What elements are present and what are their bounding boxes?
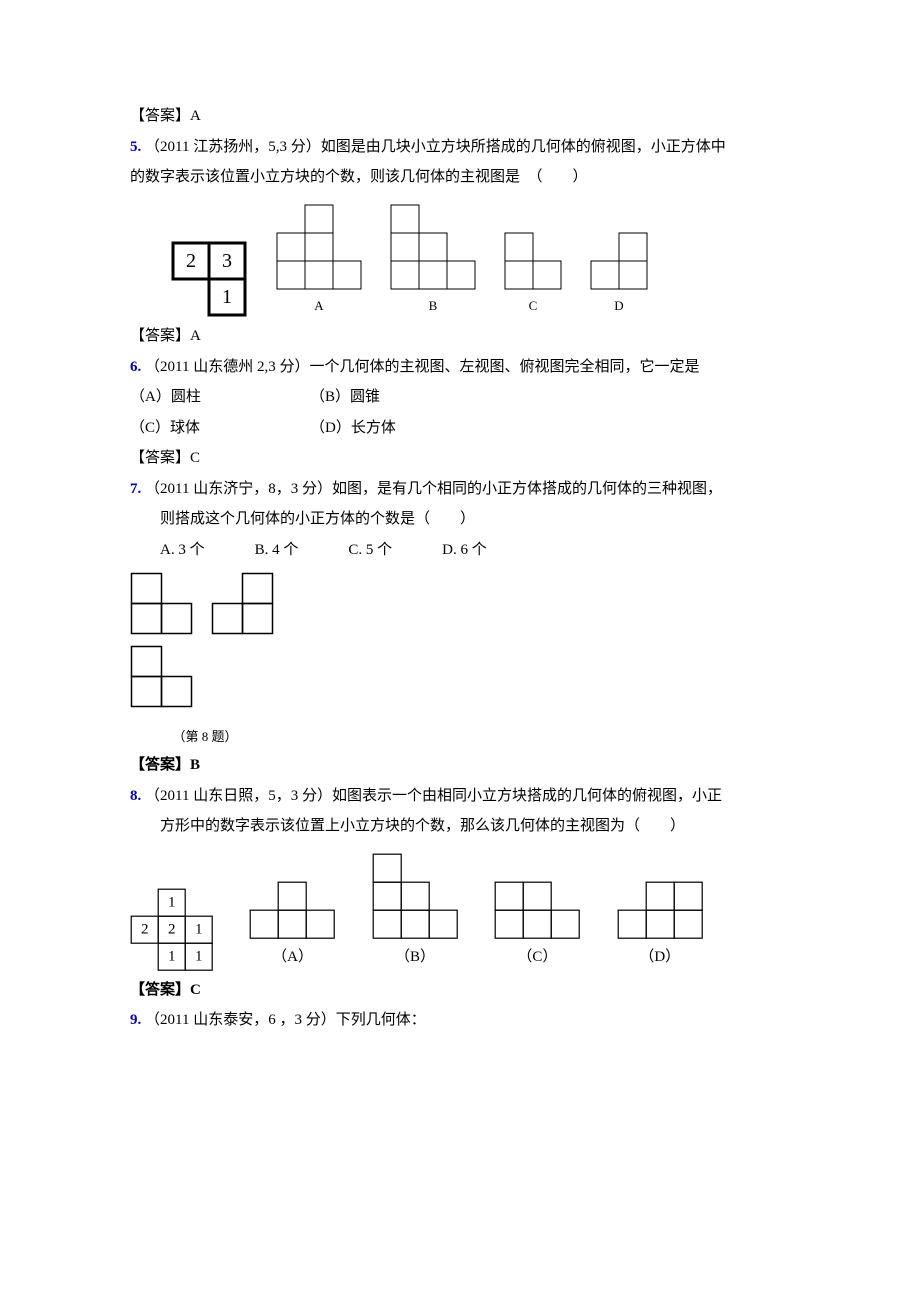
q5-text1: （2011 江苏扬州，5,3 分）如图是由几块小立方块所搭成的几何体的俯视图，小… bbox=[145, 139, 726, 155]
q8-topview: 1 2 2 1 1 1 bbox=[130, 888, 213, 971]
q5-opt-d-svg bbox=[590, 232, 648, 290]
q8-label-d: （D） bbox=[639, 943, 680, 972]
q7-view1 bbox=[130, 572, 193, 635]
answer-value: C bbox=[190, 450, 200, 466]
q5-label-a: A bbox=[314, 294, 323, 319]
q7-line2: 则搭成这个几何体的小正方体的个数是（ ） bbox=[130, 505, 790, 534]
q6-opt-c: （C）球体 bbox=[130, 414, 270, 443]
q5-answer: 【答案】A bbox=[130, 322, 790, 351]
svg-text:1: 1 bbox=[168, 949, 176, 965]
q7-line1: 7. （2011 山东济宁，8，3 分）如图，是有几个相同的小正方体搭成的几何体… bbox=[130, 475, 790, 504]
svg-text:1: 1 bbox=[195, 949, 203, 965]
q7-opt-a: A. 3 个 bbox=[160, 536, 205, 565]
q6-number: 6. bbox=[130, 359, 141, 375]
q6-opt-b: （B）圆锥 bbox=[310, 383, 450, 412]
q8-line1: 8. （2011 山东日照，5，3 分）如图表示一个由相同小立方块搭成的几何体的… bbox=[130, 782, 790, 811]
q7-figure: （第 8 题） bbox=[130, 572, 790, 749]
q5-number: 5. bbox=[130, 139, 141, 155]
q8-label-a: （A） bbox=[272, 943, 313, 972]
svg-text:1: 1 bbox=[195, 922, 203, 938]
q8-opt-c-svg bbox=[494, 881, 580, 939]
q9-line: 9. （2011 山东泰安，6 ，3 分）下列几何体： bbox=[130, 1006, 790, 1035]
q8-opt-d-svg bbox=[617, 881, 703, 939]
answer-value: A bbox=[190, 108, 201, 124]
q6-line: 6. （2011 山东德州 2,3 分）一个几何体的主视图、左视图、俯视图完全相… bbox=[130, 353, 790, 382]
q8-text2: 方形中的数字表示该位置上小立方块的个数，那么该几何体的主视图为（ ） bbox=[160, 818, 685, 834]
svg-text:1: 1 bbox=[222, 286, 232, 308]
q5-figure: 2 3 1 A B C D bbox=[170, 204, 790, 319]
q7-text1: （2011 山东济宁，8，3 分）如图，是有几个相同的小正方体搭成的几何体的三种… bbox=[145, 481, 722, 497]
q7-opts: A. 3 个 B. 4 个 C. 5 个 D. 6 个 bbox=[130, 536, 790, 565]
q8-figure: 1 2 2 1 1 1 （A） （B） （C） （D） bbox=[130, 853, 790, 972]
q5-label-b: B bbox=[429, 294, 438, 319]
q6-opts-row2: （C）球体 （D）长方体 bbox=[130, 414, 790, 443]
q7-text2: 则搭成这个几何体的小正方体的个数是（ ） bbox=[160, 511, 475, 527]
q6-opt-a: （A）圆柱 bbox=[130, 383, 270, 412]
q8-text1: （2011 山东日照，5，3 分）如图表示一个由相同小立方块搭成的几何体的俯视图… bbox=[145, 788, 722, 804]
q8-label-b: （B） bbox=[395, 943, 435, 972]
svg-text:3: 3 bbox=[222, 250, 232, 272]
q5-text2: 的数字表示该位置小立方块的个数，则该几何体的主视图是 （ ） bbox=[130, 169, 588, 185]
q8-opt-a: （A） bbox=[249, 881, 335, 972]
q5-opt-c: C bbox=[504, 232, 562, 319]
answer-bracket: 【答案】 bbox=[130, 108, 190, 124]
q5-line1: 5. （2011 江苏扬州，5,3 分）如图是由几块小立方块所搭成的几何体的俯视… bbox=[130, 133, 790, 162]
answer-bracket: 【答案】 bbox=[130, 328, 190, 344]
q7-number: 7. bbox=[130, 481, 141, 497]
q7-opt-c: C. 5 个 bbox=[348, 536, 392, 565]
answer-bracket: 【答案】 bbox=[130, 982, 190, 998]
q9-number: 9. bbox=[130, 1012, 141, 1028]
q8-opt-b-svg bbox=[372, 853, 458, 939]
q4-answer: 【答案】A bbox=[130, 102, 790, 131]
answer-value: C bbox=[190, 982, 201, 998]
q5-opt-c-svg bbox=[504, 232, 562, 290]
svg-text:1: 1 bbox=[168, 895, 176, 911]
q5-opt-d: D bbox=[590, 232, 648, 319]
answer-value: A bbox=[190, 328, 201, 344]
q7-caption: （第 8 题） bbox=[130, 725, 280, 750]
q8-opt-d: （D） bbox=[617, 881, 703, 972]
svg-text:2: 2 bbox=[168, 922, 176, 938]
q6-opt-d: （D）长方体 bbox=[310, 414, 450, 443]
q5-line2: 的数字表示该位置小立方块的个数，则该几何体的主视图是 （ ） bbox=[130, 163, 790, 192]
q6-text: （2011 山东德州 2,3 分）一个几何体的主视图、左视图、俯视图完全相同，它… bbox=[145, 359, 699, 375]
q8-number: 8. bbox=[130, 788, 141, 804]
q9-text: （2011 山东泰安，6 ，3 分）下列几何体： bbox=[145, 1012, 426, 1028]
q7-view3 bbox=[130, 645, 193, 708]
q6-opts-row1: （A）圆柱 （B）圆锥 bbox=[130, 383, 790, 412]
q8-label-c: （C） bbox=[517, 943, 557, 972]
q5-opt-a-svg bbox=[276, 204, 362, 290]
q5-opt-b-svg bbox=[390, 204, 476, 290]
q5-opt-b: B bbox=[390, 204, 476, 319]
q7-opt-b: B. 4 个 bbox=[255, 536, 299, 565]
answer-bracket: 【答案】 bbox=[130, 450, 190, 466]
q7-opt-d: D. 6 个 bbox=[442, 536, 487, 565]
q8-opt-c: （C） bbox=[494, 881, 580, 972]
q6-answer: 【答案】C bbox=[130, 444, 790, 473]
q8-answer: 【答案】C bbox=[130, 976, 790, 1005]
q5-label-d: D bbox=[614, 294, 623, 319]
q5-opt-a: A bbox=[276, 204, 362, 319]
svg-text:2: 2 bbox=[186, 250, 196, 272]
q8-line2: 方形中的数字表示该位置上小立方块的个数，那么该几何体的主视图为（ ） bbox=[130, 812, 790, 841]
answer-value: B bbox=[190, 757, 200, 773]
svg-text:2: 2 bbox=[141, 922, 149, 938]
q7-answer: 【答案】B bbox=[130, 751, 790, 780]
q5-label-c: C bbox=[529, 294, 538, 319]
q7-view2 bbox=[211, 572, 274, 635]
q8-opt-a-svg bbox=[249, 881, 335, 939]
q8-opt-b: （B） bbox=[372, 853, 458, 972]
answer-bracket: 【答案】 bbox=[130, 757, 190, 773]
q5-topview: 2 3 1 bbox=[170, 240, 248, 318]
